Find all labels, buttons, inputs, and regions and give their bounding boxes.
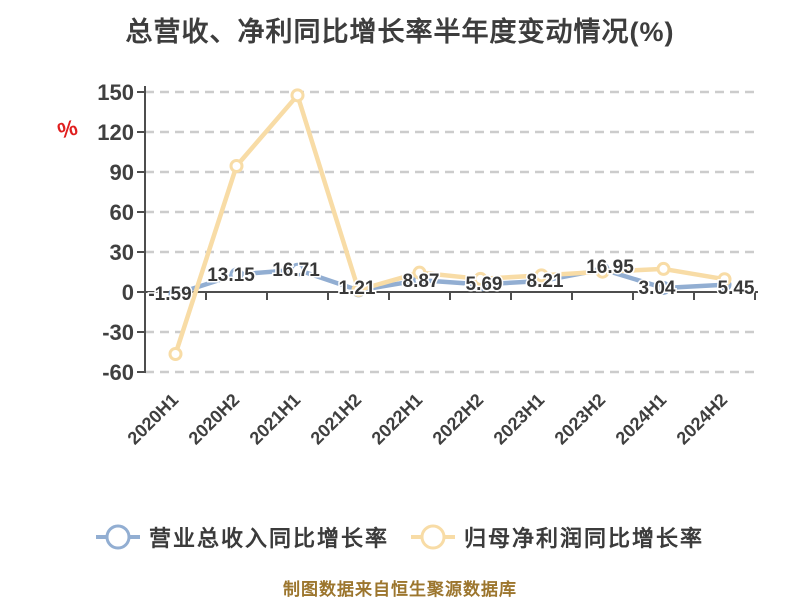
data-label: 3.04: [639, 278, 676, 299]
series-line-profit: [173, 93, 727, 357]
series-point-profit: [473, 271, 488, 286]
series-point-profit: [168, 347, 183, 361]
y-tick-label: 90: [110, 160, 134, 185]
series-point-profit: [229, 159, 244, 173]
x-axis-label: 2023H1: [490, 390, 549, 449]
series-point-revenue: [656, 280, 671, 295]
data-source-note: 制图数据来自恒生聚源数据库: [283, 580, 517, 599]
x-axis-label: 2024H2: [673, 390, 732, 449]
x-axis-label: 2022H1: [368, 390, 427, 449]
data-label: 16.71: [272, 260, 320, 281]
series-point-profit: [717, 272, 732, 287]
legend-line-marker-icon: [95, 524, 140, 550]
legend-item-revenue: 营业总收入同比增长率: [95, 521, 389, 553]
data-label: 5.45: [718, 278, 755, 299]
x-axis-label: 2020H1: [124, 390, 183, 449]
chart-legend: 营业总收入同比增长率 归母净利润同比增长率: [0, 521, 800, 553]
series-point-profit: [534, 268, 549, 283]
legend-line-marker-icon: [411, 524, 455, 550]
data-label: -1.59: [148, 284, 191, 305]
series-line-revenue: [173, 267, 727, 297]
legend-circle-icon: [105, 524, 131, 550]
data-label: 13.15: [207, 265, 255, 286]
series-point-profit: [595, 264, 610, 279]
data-label: 16.95: [586, 257, 634, 278]
x-axis-label: 2020H2: [185, 390, 244, 449]
legend-label: 营业总收入同比增长率: [148, 526, 389, 551]
series-point-profit: [351, 283, 366, 297]
y-tick-label: -60: [102, 360, 134, 385]
legend-label: 归母净利润同比增长率: [464, 526, 705, 551]
series-point-profit: [656, 261, 671, 276]
series-point-revenue: [168, 287, 183, 302]
data-label: 8.87: [403, 271, 440, 292]
y-tick-label: 60: [110, 200, 134, 225]
data-label: 1.21: [339, 278, 376, 299]
y-tick-label: 120: [97, 120, 134, 145]
legend-circle-icon: [420, 524, 446, 550]
x-axis-label: 2021H1: [246, 390, 305, 449]
legend-item-profit: 归母净利润同比增长率: [411, 521, 704, 553]
series-point-revenue: [229, 267, 244, 282]
series-point-profit: [290, 88, 305, 103]
data-label: 5.69: [466, 274, 503, 295]
y-tick-label: -30: [102, 320, 134, 345]
y-tick-label: 150: [97, 80, 134, 105]
y-tick-label: 30: [110, 240, 134, 265]
y-axis-unit-label: %: [55, 115, 80, 144]
x-axis-label: 2023H2: [551, 390, 610, 449]
series-point-profit: [412, 265, 427, 280]
series-point-revenue: [290, 262, 305, 277]
x-axis-label: 2022H2: [429, 390, 488, 449]
chart-title: 总营收、净利同比增长率半年度变动情况(%): [125, 17, 675, 47]
data-label: 8.21: [527, 271, 564, 292]
x-axis-label: 2024H1: [612, 390, 671, 449]
x-axis-label: 2021H2: [307, 390, 366, 449]
y-tick-label: 0: [122, 280, 134, 305]
